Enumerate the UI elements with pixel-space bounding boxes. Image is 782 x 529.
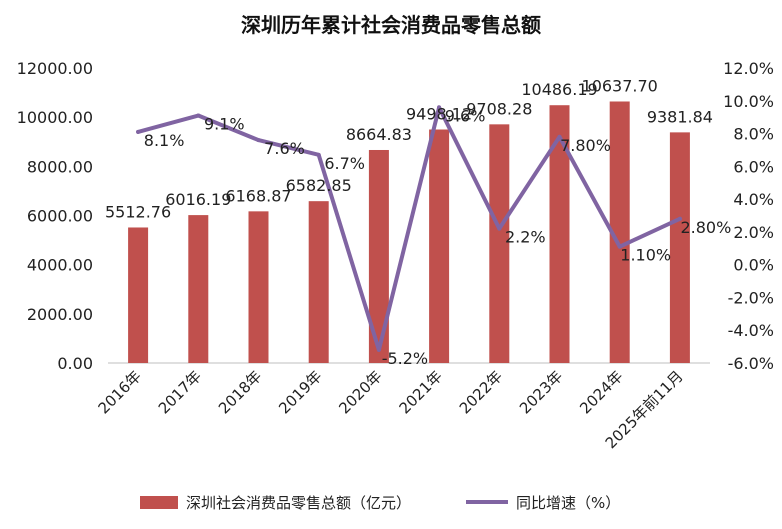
bar-value-label: 6582.85: [286, 176, 352, 195]
x-tick-label: 2024年: [576, 367, 626, 417]
legend: 深圳社会消费品零售总额（亿元） 同比增速（%）: [140, 494, 620, 512]
y-right-tick-label: 8.0%: [733, 125, 774, 144]
chart-title: 深圳历年累计社会消费品零售总额: [241, 13, 541, 37]
y-right-tick-label: 2.0%: [733, 223, 774, 242]
line-point: [497, 226, 502, 231]
line-point: [617, 244, 622, 249]
line-point: [437, 105, 442, 110]
x-tick-label: 2017年: [155, 367, 205, 417]
legend-label-bar: 深圳社会消费品零售总额（亿元）: [186, 494, 411, 512]
bar: [429, 129, 450, 363]
bar: [188, 215, 209, 363]
x-tick-label: 2023年: [516, 367, 566, 417]
bar-value-label: 9498.12: [406, 105, 472, 124]
line-point: [376, 347, 381, 352]
y-right-tick-label: -6.0%: [728, 354, 774, 373]
line-point: [136, 129, 141, 134]
growth-value-label: -5.2%: [382, 349, 428, 368]
bar: [489, 124, 510, 363]
y-right-tick-label: 0.0%: [733, 256, 774, 275]
y-left-tick-label: 8000.00: [27, 157, 93, 176]
y-left-tick-label: 4000.00: [27, 256, 93, 275]
line-point: [196, 113, 201, 118]
line-point: [256, 138, 261, 143]
x-tick-label: 2022年: [456, 367, 506, 417]
bar: [308, 201, 329, 363]
bar-value-label: 6016.19: [165, 190, 231, 209]
x-tick-label: 2021年: [396, 367, 446, 417]
bar-value-label: 10486.19: [521, 80, 597, 99]
y-left-tick-label: 12000.00: [17, 59, 93, 78]
bar-series: [128, 101, 690, 364]
legend-swatch-bar: [140, 496, 178, 509]
bar-value-label: 5512.76: [105, 202, 171, 221]
y-left-tick-label: 0.00: [57, 354, 93, 373]
bar: [128, 227, 149, 363]
growth-value-label: 7.80%: [560, 136, 611, 155]
bar-value-label: 8664.83: [346, 125, 412, 144]
growth-value-label: 9.1%: [204, 115, 245, 134]
bar: [549, 105, 570, 364]
line-point: [557, 134, 562, 139]
bar-value-label: 9381.84: [647, 107, 713, 126]
line-series: [136, 105, 682, 352]
bar: [248, 211, 269, 363]
y-right-tick-label: 10.0%: [723, 92, 774, 111]
growth-value-label: 2.80%: [680, 218, 731, 237]
line-point: [316, 152, 321, 157]
y-right-tick-label: -4.0%: [728, 321, 774, 340]
legend-label-line: 同比增速（%）: [516, 494, 620, 512]
growth-value-label: 8.1%: [144, 131, 185, 150]
y-left-tick-label: 10000.00: [17, 108, 93, 127]
x-tick-label: 2019年: [275, 367, 325, 417]
x-tick-label: 2018年: [215, 367, 265, 417]
y-right-tick-label: 6.0%: [733, 157, 774, 176]
growth-value-label: 1.10%: [620, 246, 671, 265]
y-left-tick-label: 6000.00: [27, 207, 93, 226]
growth-value-label: 2.2%: [505, 228, 546, 247]
line-point: [677, 216, 682, 221]
y-right-tick-label: 12.0%: [723, 59, 774, 78]
growth-line: [136, 105, 682, 352]
bar-value-label: 9708.28: [466, 99, 532, 118]
bar-value-label: 10637.70: [582, 76, 658, 95]
bar-value-label: 6168.87: [225, 186, 291, 205]
y-right-tick-label: -2.0%: [728, 288, 774, 307]
growth-value-label: 7.6%: [264, 139, 305, 158]
y-left-tick-label: 2000.00: [27, 305, 93, 324]
bar: [609, 101, 630, 364]
bar: [368, 149, 389, 363]
x-tick-label: 2020年: [335, 367, 385, 417]
y-right-tick-label: 4.0%: [733, 190, 774, 209]
bar: [669, 132, 690, 363]
growth-value-label: 6.7%: [324, 154, 365, 173]
x-tick-label: 2016年: [95, 367, 145, 417]
growth-value-label: 9.6%: [445, 106, 486, 125]
